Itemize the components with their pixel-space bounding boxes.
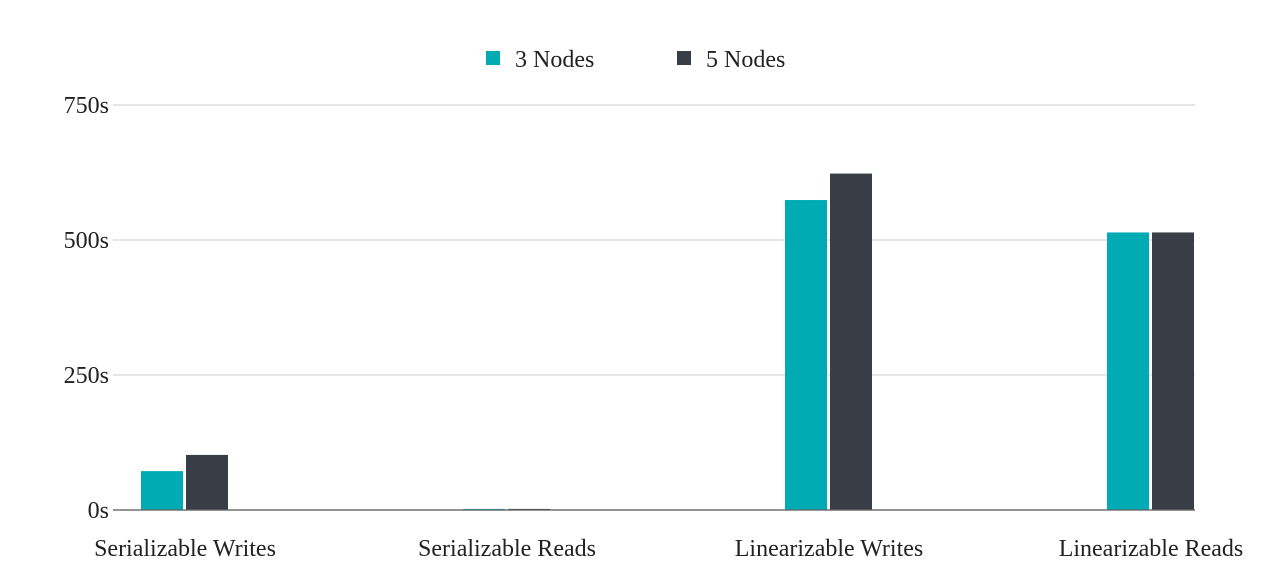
y-tick-label: 0s xyxy=(88,498,109,524)
legend-swatch-5-nodes xyxy=(677,51,691,65)
x-tick-label: Linearizable Writes xyxy=(735,536,924,562)
chart-legend: 3 Nodes 5 Nodes xyxy=(486,47,785,73)
bars xyxy=(141,173,1194,511)
y-axis: 0s 250s 500s 750s xyxy=(64,93,109,524)
legend-label-3-nodes: 3 Nodes xyxy=(515,47,594,73)
gridlines xyxy=(113,104,1195,511)
bar-5-nodes-3 xyxy=(1152,232,1194,510)
y-tick-label: 250s xyxy=(64,363,109,389)
bar-3-nodes-3 xyxy=(1107,232,1149,510)
bar-5-nodes-0 xyxy=(186,454,228,510)
x-tick-label: Serializable Reads xyxy=(418,536,596,562)
bar-3-nodes-0 xyxy=(141,471,183,510)
legend-label-5-nodes: 5 Nodes xyxy=(706,47,785,73)
legend-swatch-3-nodes xyxy=(486,51,500,65)
x-axis: Serializable Writes Serializable Reads Lin… xyxy=(94,509,1244,562)
bar-3-nodes-2 xyxy=(785,200,827,511)
x-tick-label: Serializable Writes xyxy=(94,536,276,562)
x-tick-label: Linearizable Reads xyxy=(1059,536,1244,562)
bar-5-nodes-2 xyxy=(830,173,872,510)
y-tick-label: 750s xyxy=(64,93,109,119)
y-tick-label: 500s xyxy=(64,228,109,254)
